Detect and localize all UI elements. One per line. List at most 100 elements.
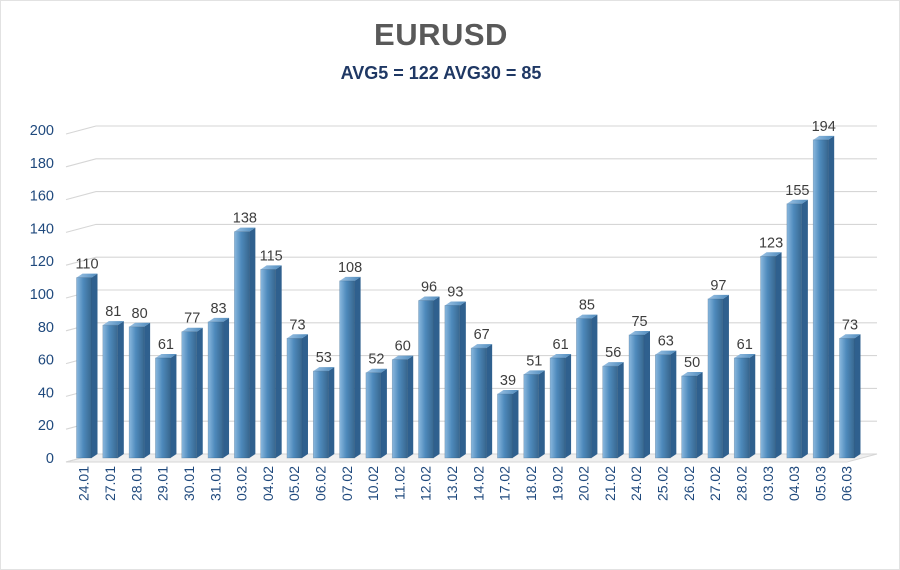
x-tick-label: 20.02 xyxy=(576,466,592,501)
bar-value-label: 51 xyxy=(526,353,542,369)
bar-value-label: 63 xyxy=(658,334,674,350)
bar-value-label: 96 xyxy=(421,280,437,296)
y-tick-label: 20 xyxy=(38,418,54,434)
bar-side-face xyxy=(854,334,861,458)
bar-side-face xyxy=(722,294,729,458)
bar-top-face xyxy=(550,353,572,358)
bar-top-face xyxy=(839,334,861,339)
x-tick-label: 17.02 xyxy=(497,466,513,501)
bar-value-label: 61 xyxy=(737,337,753,353)
bar-value-label: 61 xyxy=(158,337,174,353)
bar-side-face xyxy=(144,322,151,458)
bar-side-face xyxy=(512,390,519,458)
bar-top-face xyxy=(392,355,414,360)
y-tick-label: 80 xyxy=(38,320,54,336)
bar xyxy=(628,334,645,459)
x-tick-label: 21.02 xyxy=(602,466,618,501)
bar-value-label: 123 xyxy=(759,235,783,251)
x-tick-label: 07.02 xyxy=(339,466,355,501)
bar xyxy=(155,357,171,459)
bar xyxy=(418,300,434,459)
bar-value-label: 115 xyxy=(260,248,283,264)
gridline xyxy=(65,223,877,233)
bar-side-face xyxy=(644,331,651,458)
bar xyxy=(549,357,566,459)
bar-value-label: 108 xyxy=(338,260,362,276)
bar-value-label: 73 xyxy=(289,317,305,333)
bar-side-face xyxy=(459,301,466,458)
bar xyxy=(470,347,487,459)
bar-value-label: 50 xyxy=(684,355,700,371)
bar-value-label: 85 xyxy=(579,298,595,314)
bar-top-face xyxy=(234,227,256,232)
bar-top-face xyxy=(286,334,308,339)
bar xyxy=(655,354,671,459)
bar-top-face xyxy=(471,344,493,349)
x-tick-label: 03.02 xyxy=(234,466,250,501)
bar-side-face xyxy=(696,372,703,458)
bar-top-face xyxy=(602,362,624,367)
bar-value-label: 56 xyxy=(605,345,621,361)
bar xyxy=(576,318,592,459)
bar-value-label: 53 xyxy=(316,350,332,366)
bar-side-face xyxy=(275,265,282,458)
bar xyxy=(812,139,829,459)
bar-side-face xyxy=(749,353,756,458)
bar xyxy=(444,305,461,459)
x-tick-label: 27.02 xyxy=(707,466,723,501)
x-tick-label: 31.01 xyxy=(207,466,223,501)
bar xyxy=(391,359,408,459)
x-tick-label: 04.03 xyxy=(786,466,802,501)
y-tick-label: 200 xyxy=(30,123,54,139)
bar-value-label: 81 xyxy=(105,304,121,320)
bar-top-face xyxy=(576,314,598,319)
bar-side-face xyxy=(801,199,808,459)
bar-value-label: 52 xyxy=(368,352,384,368)
bar-top-face xyxy=(523,370,545,375)
bar-value-label: 77 xyxy=(184,311,200,327)
x-tick-label: 26.02 xyxy=(681,466,697,501)
bar-side-face xyxy=(196,327,203,458)
gridline xyxy=(65,191,877,201)
bar-top-face xyxy=(418,296,440,301)
bar-top-face xyxy=(655,350,677,355)
x-tick-label: 06.02 xyxy=(312,466,328,501)
bar-side-face xyxy=(223,317,230,458)
x-tick-label: 27.01 xyxy=(102,466,118,501)
bar xyxy=(365,372,382,459)
bar xyxy=(786,203,803,459)
chart-title: EURUSD xyxy=(374,17,508,52)
y-tick-label: 140 xyxy=(30,221,54,237)
bar xyxy=(523,374,540,459)
bar-side-face xyxy=(407,355,414,458)
bar-value-label: 39 xyxy=(500,373,516,389)
bar-top-face xyxy=(497,390,519,395)
bar-value-label: 110 xyxy=(75,257,98,273)
chart-subtitle: AVG5 = 122 AVG30 = 85 xyxy=(340,63,542,83)
x-tick-label: 04.02 xyxy=(260,466,276,501)
bar-top-face xyxy=(681,372,703,376)
bar xyxy=(839,337,855,459)
bar-side-face xyxy=(249,227,256,458)
bar xyxy=(312,370,329,459)
bar-side-face xyxy=(91,273,98,458)
bar-value-label: 73 xyxy=(842,317,858,333)
bar xyxy=(681,375,697,459)
bar-top-face xyxy=(444,301,466,306)
x-tick-label: 10.02 xyxy=(365,466,381,501)
bar xyxy=(707,298,724,459)
bar-side-face xyxy=(591,314,598,458)
y-tick-label: 160 xyxy=(30,189,54,205)
x-tick-label: 30.01 xyxy=(181,466,197,501)
bar-value-label: 83 xyxy=(210,301,226,317)
bar-side-face xyxy=(670,350,677,458)
x-tick-label: 28.01 xyxy=(128,466,144,501)
bar xyxy=(286,337,303,459)
x-tick-label: 14.02 xyxy=(470,466,486,501)
bar xyxy=(102,324,119,459)
bar xyxy=(181,331,198,459)
bar-side-face xyxy=(328,367,335,458)
x-tick-label: 05.03 xyxy=(812,466,828,501)
bar xyxy=(602,365,619,459)
